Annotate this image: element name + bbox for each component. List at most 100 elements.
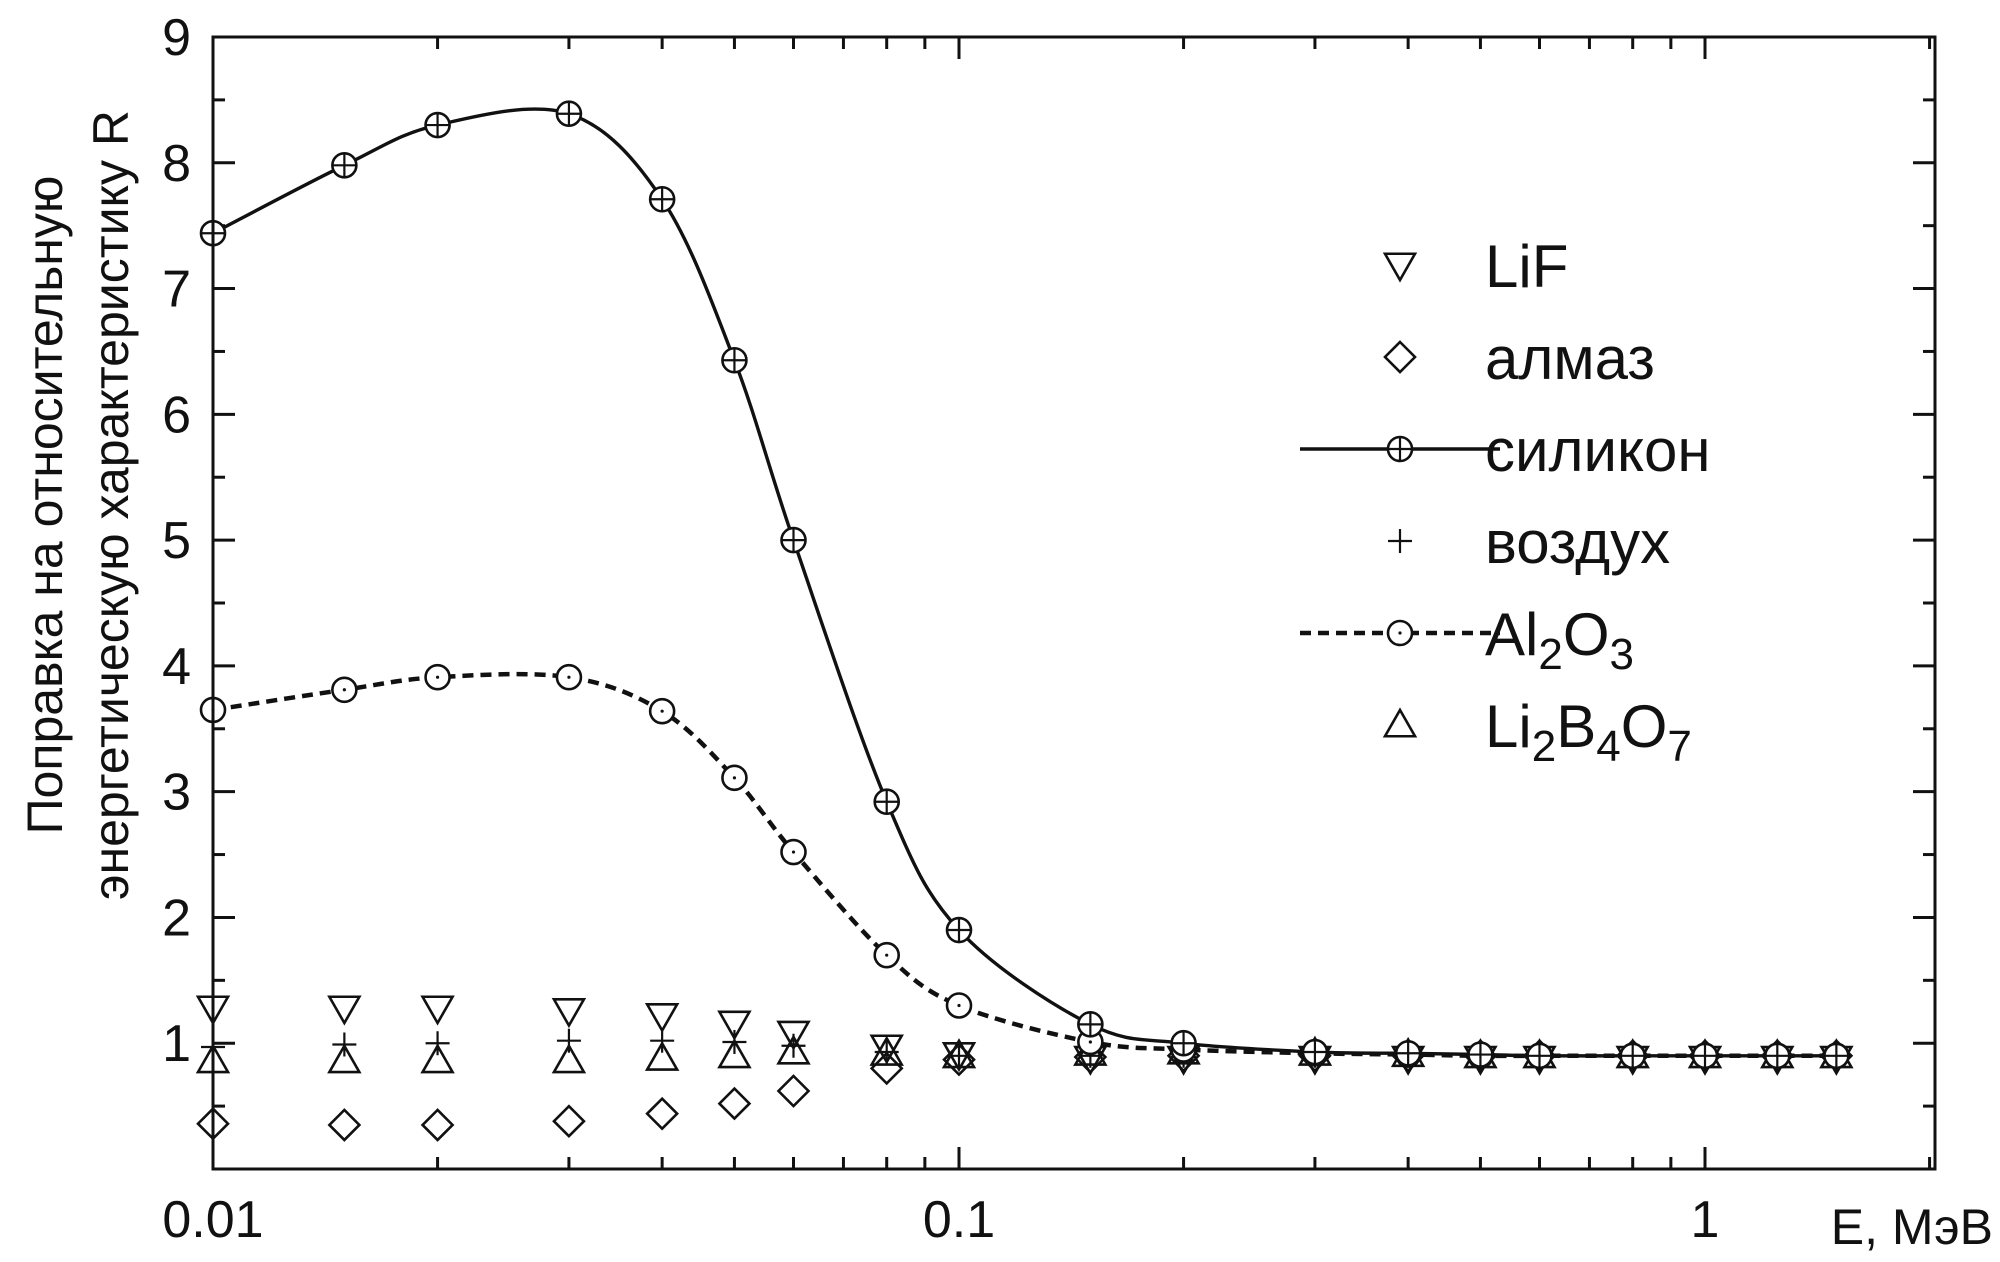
series-markers-2 xyxy=(199,100,1850,1070)
data-point xyxy=(424,663,451,691)
legend-label-part: 3 xyxy=(1610,630,1634,679)
data-point-shape xyxy=(420,1108,455,1142)
legend-marker-shape xyxy=(1383,340,1417,374)
data-point xyxy=(776,1074,811,1108)
data-point xyxy=(1077,1011,1104,1038)
data-point xyxy=(555,663,583,691)
data-point xyxy=(1823,1042,1850,1070)
data-point xyxy=(1170,1029,1197,1057)
legend-item: Li2B4O7 xyxy=(1382,693,1692,771)
data-point-dot xyxy=(567,675,571,679)
legend-marker-shape xyxy=(1382,252,1418,283)
x-tick-label: 1 xyxy=(1691,1191,1720,1249)
legend-marker xyxy=(1388,529,1412,553)
data-point xyxy=(552,1104,586,1139)
data-point xyxy=(721,764,748,792)
data-point xyxy=(331,676,358,704)
data-point-shape xyxy=(717,1038,752,1069)
data-point xyxy=(776,1020,811,1051)
legend-label-part: 2 xyxy=(1538,630,1562,679)
legend-label-part: LiF xyxy=(1485,233,1568,300)
legend-label-part: алмаз xyxy=(1485,325,1655,392)
legend-marker xyxy=(1383,340,1417,374)
legend-label: воздух xyxy=(1485,509,1670,576)
legend-label: силикон xyxy=(1485,417,1710,484)
data-point xyxy=(331,151,358,179)
legend-label-part: O xyxy=(1621,693,1668,760)
data-point xyxy=(1691,1042,1719,1070)
legend-label: LiF xyxy=(1485,233,1568,300)
data-point xyxy=(945,992,973,1019)
data-point xyxy=(1301,1038,1329,1066)
y-tick-label: 3 xyxy=(162,764,191,822)
data-point-dot xyxy=(660,709,664,713)
y-tick-label: 1 xyxy=(162,1015,191,1073)
data-point xyxy=(551,997,587,1029)
legend-label-part: Al xyxy=(1485,601,1538,668)
data-point-shape xyxy=(327,1108,362,1142)
data-point xyxy=(648,185,676,213)
data-point xyxy=(717,1038,752,1069)
data-point xyxy=(420,995,455,1026)
data-point-shape xyxy=(551,997,587,1029)
y-axis-title-line2: энергетическую характеристику R xyxy=(83,110,139,900)
series-line-2 xyxy=(212,107,1837,1058)
legend-marker-shape xyxy=(1382,707,1418,738)
data-point-shape xyxy=(776,1020,811,1051)
data-point xyxy=(327,995,362,1026)
data-point-shape xyxy=(645,1096,679,1131)
legend-label-part: 4 xyxy=(1596,722,1620,771)
legend-label-part: Li xyxy=(1485,693,1532,760)
data-point-shape xyxy=(420,995,455,1026)
series-line-4 xyxy=(212,671,1837,1059)
y-tick-label: 6 xyxy=(162,386,191,444)
data-point-dot xyxy=(435,675,440,679)
data-point xyxy=(873,788,901,816)
legend-marker-dot xyxy=(1398,631,1402,635)
data-point xyxy=(1467,1041,1494,1068)
data-point-shape xyxy=(869,1034,904,1065)
data-point xyxy=(327,1108,362,1142)
data-point xyxy=(1763,1042,1791,1070)
data-point-shape xyxy=(941,1041,977,1073)
data-point-shape xyxy=(327,995,362,1026)
y-tick-label: 5 xyxy=(162,512,191,570)
x-tick-label: 0.1 xyxy=(923,1191,995,1249)
y-tick-label: 8 xyxy=(162,135,191,193)
data-point xyxy=(648,697,676,725)
data-point xyxy=(717,1086,752,1121)
legend-label: алмаз xyxy=(1485,325,1655,392)
data-point xyxy=(780,526,807,554)
data-point-shape xyxy=(776,1034,811,1065)
data-point-shape xyxy=(420,1043,455,1074)
x-axis-title: E, МэВ xyxy=(1831,1199,1993,1255)
legend-item: силикон xyxy=(1300,417,1710,484)
legend-label-part: воздух xyxy=(1485,509,1670,576)
data-point xyxy=(644,1040,680,1071)
data-point-shape xyxy=(644,1003,680,1034)
data-point xyxy=(717,1010,752,1041)
data-point xyxy=(721,346,748,374)
data-point xyxy=(645,1096,679,1131)
legend-item: Al2O3 xyxy=(1300,601,1634,679)
data-point xyxy=(945,916,973,944)
legend-marker xyxy=(1386,435,1414,463)
data-point xyxy=(869,1034,904,1065)
legend-label-part: O xyxy=(1563,601,1610,668)
y-tick-label: 4 xyxy=(162,638,191,696)
legend-marker xyxy=(1382,707,1418,738)
data-point-shape xyxy=(644,1040,680,1071)
data-point-shape xyxy=(551,1043,587,1074)
y-tick-label: 9 xyxy=(162,9,191,67)
data-point xyxy=(1394,1039,1422,1067)
legend-label-part: B xyxy=(1556,693,1596,760)
data-point-dot xyxy=(885,953,889,957)
legend-label: Al2O3 xyxy=(1485,601,1634,679)
data-point xyxy=(327,1043,362,1074)
data-point-dot xyxy=(342,688,346,692)
legend-label-part: 7 xyxy=(1667,722,1691,771)
data-point xyxy=(644,1003,680,1034)
y-axis-title-line1: Поправка на относительную xyxy=(17,176,73,835)
